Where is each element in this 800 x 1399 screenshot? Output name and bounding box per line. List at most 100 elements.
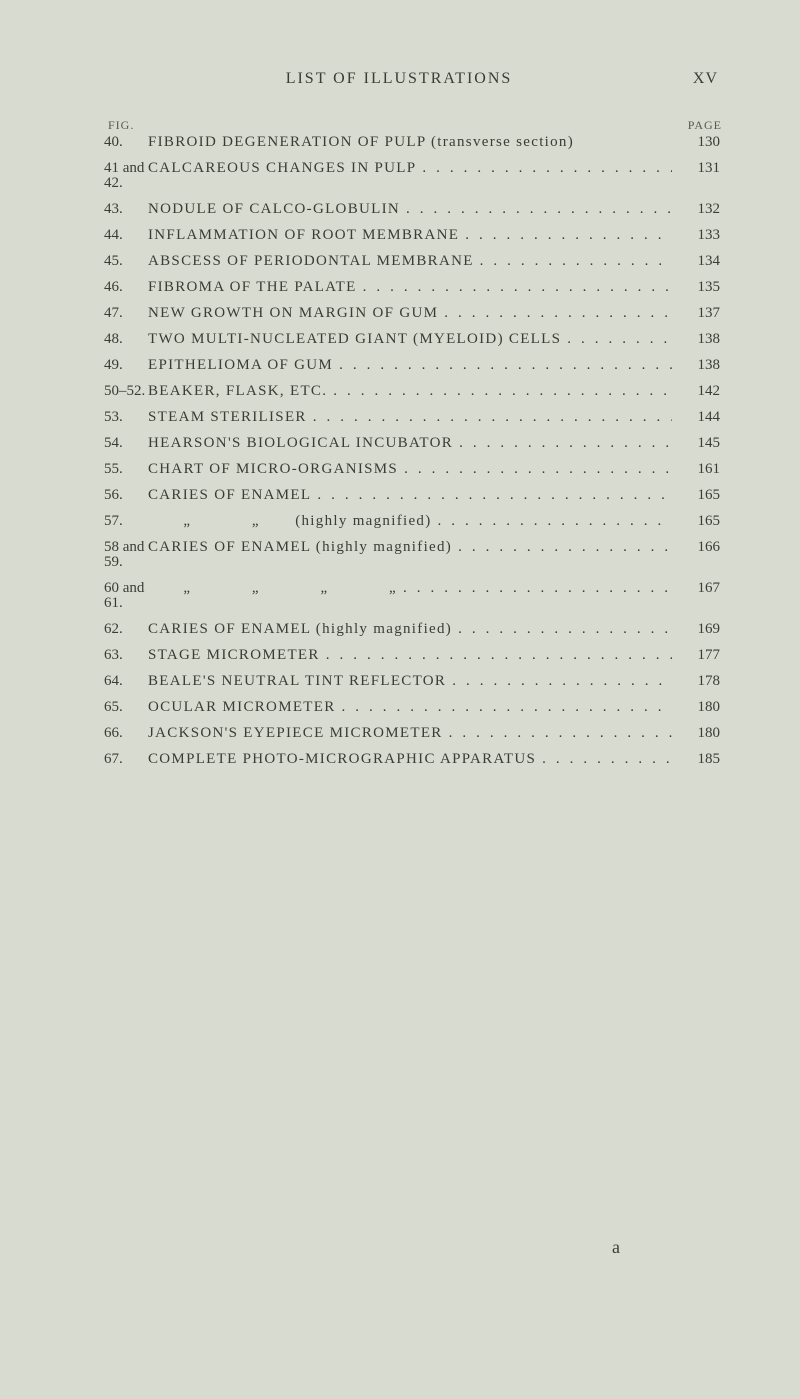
illustration-entry: 66.JACKSON'S EYEPIECE MICROMETER........… (100, 726, 730, 741)
entry-title-wrap: TWO MULTI-NUCLEATED GIANT (MYELOID) CELL… (148, 332, 672, 347)
entry-leaders: ........................................… (452, 540, 672, 555)
entry-title: EPITHELIOMA OF GUM (148, 358, 333, 373)
entry-page-number: 135 (672, 280, 730, 295)
illustration-entry: 62.CARIES OF ENAMEL (highly magnified)..… (100, 622, 730, 637)
entry-title-wrap: CARIES OF ENAMEL (highly magnified).....… (148, 622, 672, 637)
entry-leaders: ........................................… (400, 202, 672, 217)
entry-leaders: ........................................… (397, 581, 672, 596)
entry-fig-number: 48. (100, 332, 148, 347)
entry-fig-number: 55. (100, 462, 148, 477)
entry-leaders: ........................................… (320, 648, 672, 663)
entry-title-wrap: EPITHELIOMA OF GUM......................… (148, 358, 672, 373)
entry-title: COMPLETE PHOTO-MICROGRAPHIC APPARATUS (148, 752, 536, 767)
entry-fig-number: 63. (100, 648, 148, 663)
entry-title-wrap: INFLAMMATION OF ROOT MEMBRANE...........… (148, 228, 672, 243)
entry-title: HEARSON'S BIOLOGICAL INCUBATOR (148, 436, 453, 451)
illustration-entry: 53.STEAM STERILISER.....................… (100, 410, 730, 425)
entry-title-wrap: FIBROMA OF THE PALATE...................… (148, 280, 672, 295)
entry-page-number: 178 (672, 674, 730, 689)
entry-leaders: ........................................… (459, 228, 672, 243)
entry-fig-number: 44. (100, 228, 148, 243)
illustration-entry: 54.HEARSON'S BIOLOGICAL INCUBATOR.......… (100, 436, 730, 451)
entry-fig-number: 50–52. (100, 384, 148, 399)
column-head-fig: FIG. (108, 118, 148, 133)
entry-title: BEAKER, FLASK, ETC. (148, 384, 327, 399)
entry-fig-number: 40. (100, 135, 148, 150)
entry-leaders: ........................................… (307, 410, 672, 425)
entry-page-number: 180 (672, 700, 730, 715)
entry-title: CARIES OF ENAMEL (highly magnified) (148, 540, 452, 555)
entry-leaders: ........................................… (438, 306, 672, 321)
entry-title-wrap: CALCAREOUS CHANGES IN PULP..............… (148, 161, 672, 176)
entry-fig-number: 46. (100, 280, 148, 295)
entry-fig-number: 58 and 59. (100, 540, 148, 570)
entry-page-number: 165 (672, 488, 730, 503)
entry-fig-number: 49. (100, 358, 148, 373)
entry-title-wrap: CARIES OF ENAMEL........................… (148, 488, 672, 503)
entry-page-number: 161 (672, 462, 730, 477)
entry-fig-number: 64. (100, 674, 148, 689)
entry-title-wrap: STAGE MICROMETER........................… (148, 648, 672, 663)
entry-leaders: ........................................… (333, 358, 672, 373)
illustration-entry: 46.FIBROMA OF THE PALATE................… (100, 280, 730, 295)
entry-title: CHART OF MICRO-ORGANISMS (148, 462, 398, 477)
entry-leaders: ........................................… (311, 488, 672, 503)
page: LIST OF ILLUSTRATIONS XV FIG. PAGE 40.FI… (0, 0, 800, 1399)
entry-fig-number: 65. (100, 700, 148, 715)
entry-fig-number: 60 and 61. (100, 581, 148, 611)
entry-title: STEAM STERILISER (148, 410, 307, 425)
entry-title-wrap: NEW GROWTH ON MARGIN OF GUM.............… (148, 306, 672, 321)
entry-leaders: ........................................… (474, 254, 672, 269)
entry-title: STAGE MICROMETER (148, 648, 320, 663)
entry-page-number: 137 (672, 306, 730, 321)
entry-page-number: 138 (672, 332, 730, 347)
column-head-page: PAGE (682, 118, 722, 133)
illustration-entry: 41 and 42.CALCAREOUS CHANGES IN PULP....… (100, 161, 730, 191)
entry-title-wrap: „ „ (highly magnified)..................… (148, 514, 672, 529)
entry-page-number: 145 (672, 436, 730, 451)
entry-fig-number: 56. (100, 488, 148, 503)
entry-title: ABSCESS OF PERIODONTAL MEMBRANE (148, 254, 474, 269)
entry-leaders: ........................................… (336, 700, 672, 715)
entry-fig-number: 54. (100, 436, 148, 451)
entry-title: CARIES OF ENAMEL (148, 488, 311, 503)
entry-fig-number: 66. (100, 726, 148, 741)
entry-title-wrap: BEALE'S NEUTRAL TINT REFLECTOR..........… (148, 674, 672, 689)
entry-title: NODULE OF CALCO-GLOBULIN (148, 202, 400, 217)
illustration-entry: 48.TWO MULTI-NUCLEATED GIANT (MYELOID) C… (100, 332, 730, 347)
entry-title: JACKSON'S EYEPIECE MICROMETER (148, 726, 443, 741)
illustration-entry: 55.CHART OF MICRO-ORGANISMS.............… (100, 462, 730, 477)
entry-title-wrap: CHART OF MICRO-ORGANISMS................… (148, 462, 672, 477)
entry-leaders: ........................................… (443, 726, 672, 741)
entry-title: „ „ „ „ (148, 581, 397, 596)
entry-title: „ „ (highly magnified) (148, 514, 432, 529)
illustration-entry: 56.CARIES OF ENAMEL.....................… (100, 488, 730, 503)
entry-page-number: 131 (672, 161, 730, 176)
entry-title-wrap: NODULE OF CALCO-GLOBULIN................… (148, 202, 672, 217)
entry-leaders: ........................................… (432, 514, 672, 529)
illustration-entry: 49.EPITHELIOMA OF GUM...................… (100, 358, 730, 373)
entry-leaders: ........................................… (453, 436, 672, 451)
entry-title: TWO MULTI-NUCLEATED GIANT (MYELOID) CELL… (148, 332, 561, 347)
illustration-entry: 58 and 59.CARIES OF ENAMEL (highly magni… (100, 540, 730, 570)
entry-page-number: 185 (672, 752, 730, 767)
illustration-entry: 44.INFLAMMATION OF ROOT MEMBRANE........… (100, 228, 730, 243)
entries-list: 40.FIBROID DEGENERATION OF PULP (transve… (100, 135, 730, 767)
illustration-entry: 50–52.BEAKER, FLASK, ETC................… (100, 384, 730, 399)
entry-page-number: 177 (672, 648, 730, 663)
entry-leaders: ........................................… (357, 280, 672, 295)
entry-title: FIBROID DEGENERATION OF PULP (transverse… (148, 135, 574, 150)
entry-title-wrap: BEAKER, FLASK, ETC......................… (148, 384, 672, 399)
entry-page-number: 169 (672, 622, 730, 637)
entry-leaders: ........................................… (536, 752, 672, 767)
entry-page-number: 142 (672, 384, 730, 399)
running-title: LIST OF ILLUSTRATIONS (120, 70, 678, 88)
entry-fig-number: 47. (100, 306, 148, 321)
entry-title-wrap: JACKSON'S EYEPIECE MICROMETER...........… (148, 726, 672, 741)
illustration-entry: 64.BEALE'S NEUTRAL TINT REFLECTOR.......… (100, 674, 730, 689)
entry-title: FIBROMA OF THE PALATE (148, 280, 357, 295)
entry-title-wrap: STEAM STERILISER........................… (148, 410, 672, 425)
illustration-entry: 65.OCULAR MICROMETER....................… (100, 700, 730, 715)
entry-title: OCULAR MICROMETER (148, 700, 336, 715)
entry-leaders: ........................................… (416, 161, 672, 176)
